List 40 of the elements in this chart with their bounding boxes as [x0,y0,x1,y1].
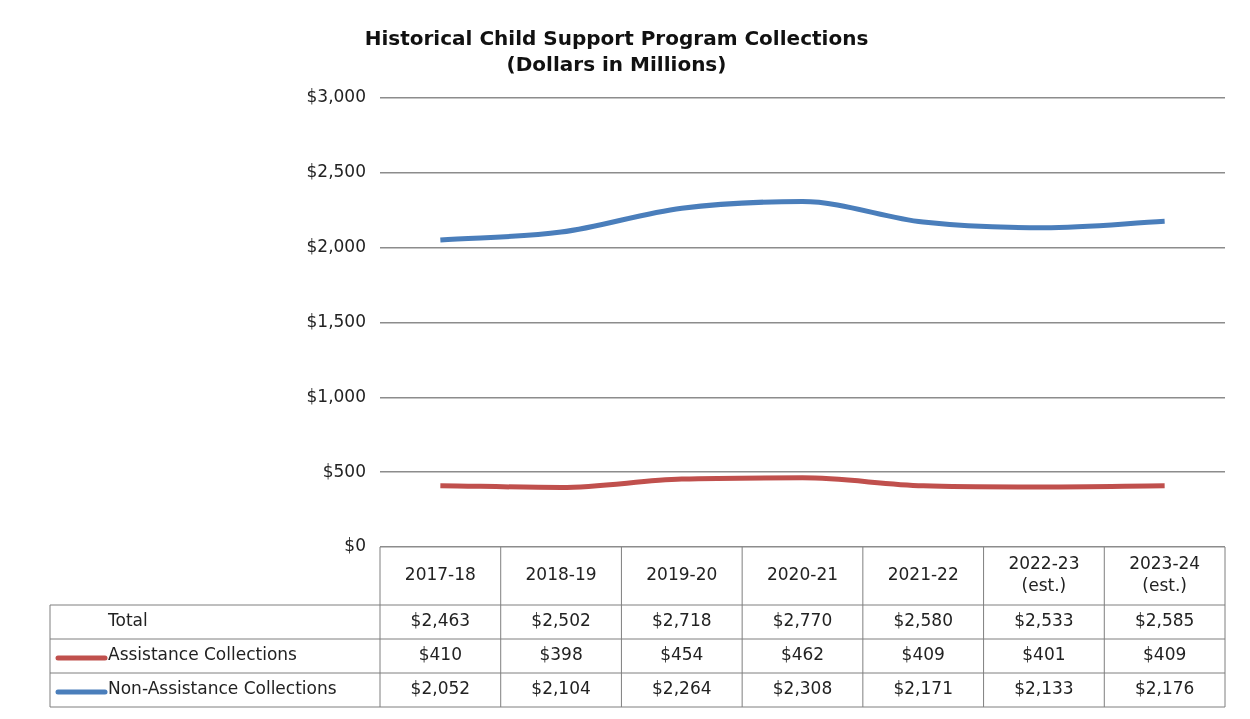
text: $2,502 [531,610,591,631]
data-label: $410 [418,644,462,665]
data-label: $462 [780,644,825,665]
data-label: $2,052 [410,678,471,699]
data-label: $2,171 [893,678,953,699]
legend-label: Non-Assistance Collections [108,678,337,699]
text: $2,580 [893,610,953,631]
y-tick-label: $500 [322,460,366,481]
data-label: $2,264 [652,678,712,699]
y-tick-label: $0 [344,535,366,556]
chart-title: Historical Child Support Program Collections [364,26,869,51]
y-tick-label: $1,500 [306,310,366,331]
data-label: $398 [539,644,583,665]
x-tick-label: 2021-22 [887,564,959,585]
text: $2,585 [1134,610,1195,631]
chart-subtitle: (Dollars in Millions) [506,52,727,77]
text: $2,718 [652,610,712,631]
data-label: $401 [1022,644,1066,665]
legend-label: Assistance Collections [108,644,298,665]
text: $2,463 [410,610,471,631]
x-tick-label: 2018-19 [525,564,597,585]
x-tick-label: 2019-20 [646,564,718,585]
data-label: $454 [660,644,704,665]
text: $2,770 [772,610,833,631]
data-label: $2,104 [531,678,591,699]
data-label: $2,133 [1014,678,1074,699]
x-tick-label: 2023-24 (est.) [1129,553,1201,596]
text: Total [107,610,148,631]
x-tick-label: 2020-21 [766,564,839,585]
y-tick-label: $1,000 [306,385,366,406]
text: $2,533 [1014,610,1074,631]
y-tick-label: $2,000 [306,236,366,257]
x-tick-label: 2022-23 (est.) [1008,553,1080,596]
data-label: $2,308 [772,678,833,699]
data-label: $2,176 [1134,678,1195,699]
data-label: $409 [1143,644,1187,665]
x-tick-label: 2017-18 [404,564,476,585]
y-tick-label: $3,000 [306,86,366,107]
data-label: $409 [901,644,945,665]
y-tick-label: $2,500 [306,161,366,182]
